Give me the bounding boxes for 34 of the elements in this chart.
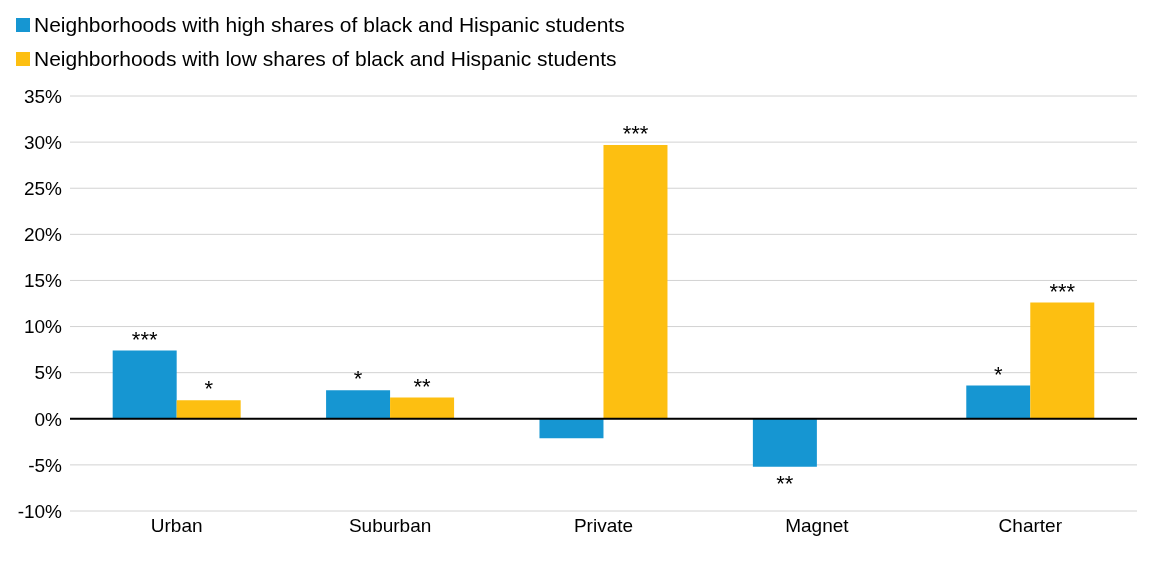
y-tick-label: 25% bbox=[23, 177, 63, 199]
data-label: *** bbox=[1049, 278, 1076, 304]
x-tick-label: Magnet bbox=[785, 515, 850, 537]
x-tick-label: Charter bbox=[998, 515, 1063, 537]
data-label: * bbox=[994, 361, 1003, 387]
y-tick-label: -5% bbox=[28, 454, 63, 476]
y-tick-label: 15% bbox=[23, 270, 63, 292]
y-tick-label: 30% bbox=[23, 131, 63, 153]
bar bbox=[390, 397, 455, 419]
x-tick-label: Suburban bbox=[348, 515, 432, 537]
data-label: *** bbox=[622, 120, 649, 146]
bar bbox=[1030, 302, 1095, 419]
legend-label: Neighborhoods with low shares of black and Hispanic students bbox=[33, 46, 618, 72]
bar bbox=[966, 385, 1031, 419]
bar bbox=[112, 350, 177, 419]
bar bbox=[326, 390, 391, 419]
data-label: ** bbox=[413, 373, 432, 399]
y-tick-label: 5% bbox=[34, 362, 63, 384]
x-tick-label: Urban bbox=[150, 515, 203, 537]
x-tick-label: Private bbox=[573, 515, 634, 537]
data-label: * bbox=[353, 366, 363, 392]
bar bbox=[752, 418, 817, 467]
legend-label: Neighborhoods with high shares of black and Hispanic students bbox=[33, 12, 626, 38]
data-label: *** bbox=[131, 326, 158, 352]
bar bbox=[603, 144, 668, 419]
data-label: * bbox=[204, 376, 214, 402]
bar bbox=[539, 418, 604, 439]
y-tick-label: 35% bbox=[23, 85, 63, 107]
y-tick-label: 0% bbox=[34, 408, 63, 430]
y-tick-label: -10% bbox=[17, 500, 63, 522]
y-tick-label: 10% bbox=[23, 316, 63, 338]
bar bbox=[176, 400, 241, 419]
data-label: ** bbox=[776, 470, 794, 496]
y-tick-label: 20% bbox=[23, 224, 63, 246]
